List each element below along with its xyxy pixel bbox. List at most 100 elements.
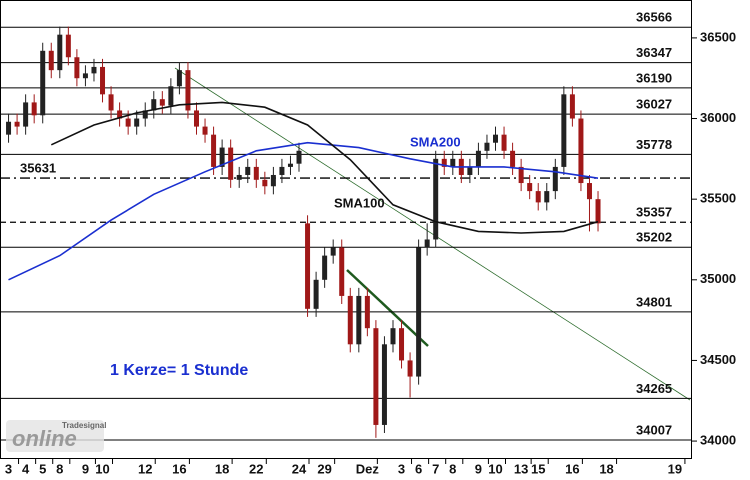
candle-body [484,142,490,151]
x-tick-label: 18 [599,461,613,476]
x-tick-label: 18 [215,461,229,476]
candle-body [433,158,439,240]
candle-body [279,166,285,175]
level-label: 36190 [636,70,672,85]
candle-body [347,295,353,345]
candle-body [176,70,182,87]
x-tick-label: Dez [356,461,380,476]
y-tick-label: 34000 [700,433,736,448]
y-tick-label: 35500 [700,191,736,206]
candle-body [202,126,208,135]
level-label: 35631 [20,160,56,175]
candle-body [441,158,447,167]
level-label: 34265 [636,381,672,396]
y-tick-label: 36000 [700,110,736,125]
candle-body [91,66,97,74]
x-tick-label: 8 [56,461,63,476]
candle-body [339,247,345,296]
candle-body [501,134,507,151]
candle-body [535,191,541,203]
x-tick-label: 3 [398,461,405,476]
candle-body [65,34,71,58]
annotation: 1 Kerze= 1 Stunde [110,362,248,379]
plot-frame [0,0,692,459]
candle-body [57,34,63,71]
candle-body [14,121,20,127]
x-tick-label: 7 [432,461,439,476]
candle-body [6,121,12,135]
level-label: 35357 [636,205,672,220]
candle-body [552,166,558,192]
candle-body [193,110,199,127]
sma200-label: SMA200 [410,134,461,149]
candle-body [211,134,217,167]
candle-body [245,166,251,175]
x-tick-label: 3 [5,461,12,476]
candle-body [159,99,165,106]
level-label: 36027 [636,97,672,112]
candle-body [364,295,370,329]
candle-body [527,183,533,192]
x-tick-label: 9 [82,461,89,476]
x-tick-label: 29 [317,461,331,476]
logo-name: online [12,426,77,451]
candle-body [228,147,234,180]
candle-body [578,118,584,184]
x-tick-label: 8 [449,461,456,476]
x-tick-label: 5 [39,461,46,476]
candle-body [407,360,413,377]
candle-body [390,328,396,345]
candle-body [270,174,276,187]
candle-body [108,94,114,111]
candle-body [322,255,328,280]
y-tick-label: 36500 [700,29,736,44]
x-tick-label: 9 [475,461,482,476]
candle-body [236,174,242,180]
candle-body [23,102,29,127]
candle-body [48,50,54,71]
candle-body [356,295,362,345]
candle-body [142,110,148,119]
candle-body [117,110,123,119]
level-label: 36347 [636,45,672,60]
x-tick-label: 13 [514,461,528,476]
level-label: 35778 [636,137,672,152]
candle-body [100,66,106,95]
candle-body [569,94,575,119]
logo-brand: Tradesignal [62,421,106,430]
candle-body [399,328,405,361]
x-tick-label: 4 [22,461,30,476]
candle-body [305,223,311,309]
trend-line [174,67,691,401]
candle-body [510,150,516,167]
candle-body [544,191,550,203]
candle-body [31,102,37,116]
x-tick-label: 10 [95,461,109,476]
candle-body [253,166,259,180]
candle-body [381,344,387,425]
candle-body [134,118,140,127]
candle-body [185,70,191,111]
candle-body [467,166,473,175]
trend-line [346,269,429,347]
candle-body [313,279,319,309]
candle-body [262,179,268,187]
candle-body [151,99,157,111]
y-tick-label: 34500 [700,352,736,367]
x-tick-label: 24 [292,461,307,476]
x-tick-label: 16 [172,461,186,476]
candle-body [595,199,601,224]
sma100-label: SMA100 [334,195,385,210]
y-tick-label: 35000 [700,271,736,286]
sma-line [8,141,599,281]
candle-body [82,73,88,79]
candle-body [373,328,379,425]
x-tick-label: 22 [249,461,263,476]
candle-body [561,94,567,167]
candle-body [330,247,336,256]
candle-body [296,150,302,164]
candle-body [518,166,524,184]
candle-body [219,147,225,167]
candle-body [74,57,80,79]
